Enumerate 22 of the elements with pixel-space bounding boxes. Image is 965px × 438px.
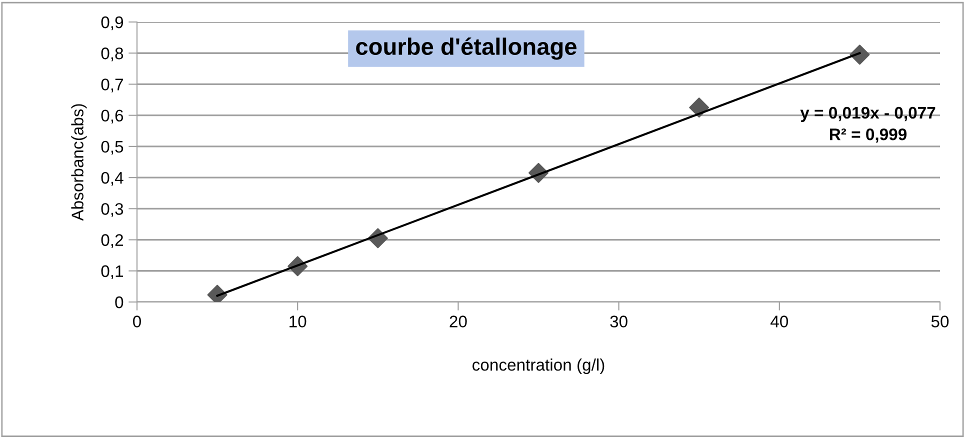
x-tick-label: 0 bbox=[133, 316, 141, 328]
x-tick-label: 30 bbox=[610, 316, 628, 328]
y-tick-label: 0,8 bbox=[101, 48, 124, 62]
y-axis-title: Absorbanc(abs) bbox=[71, 104, 87, 221]
y-tick-label: 0,1 bbox=[101, 265, 123, 280]
x-tick-label: 10 bbox=[290, 316, 306, 328]
point bbox=[689, 98, 710, 118]
y-tick-label: 0,3 bbox=[101, 203, 124, 217]
text: courbe d'étallonage bbox=[356, 37, 576, 60]
y-tick-label: 0,5 bbox=[101, 140, 124, 155]
y-tick-label: 0,7 bbox=[101, 78, 123, 92]
annotation: R² = 0,999 bbox=[830, 128, 907, 143]
y-tick-label: 0,4 bbox=[101, 172, 124, 186]
y-tick-label: 0 bbox=[115, 296, 124, 308]
x-tick-label: 40 bbox=[770, 316, 788, 328]
y-tick-label: 0,2 bbox=[101, 234, 123, 248]
y-tick-label: 0,6 bbox=[101, 110, 124, 124]
x-tick-label: 20 bbox=[450, 316, 467, 328]
x-tick-label: 50 bbox=[931, 316, 949, 328]
y-tick-label: 0,9 bbox=[101, 16, 124, 30]
annotation: y = 0,019x - 0,077 bbox=[800, 106, 936, 122]
x-axis-title: concentration (g/l) bbox=[472, 358, 604, 374]
